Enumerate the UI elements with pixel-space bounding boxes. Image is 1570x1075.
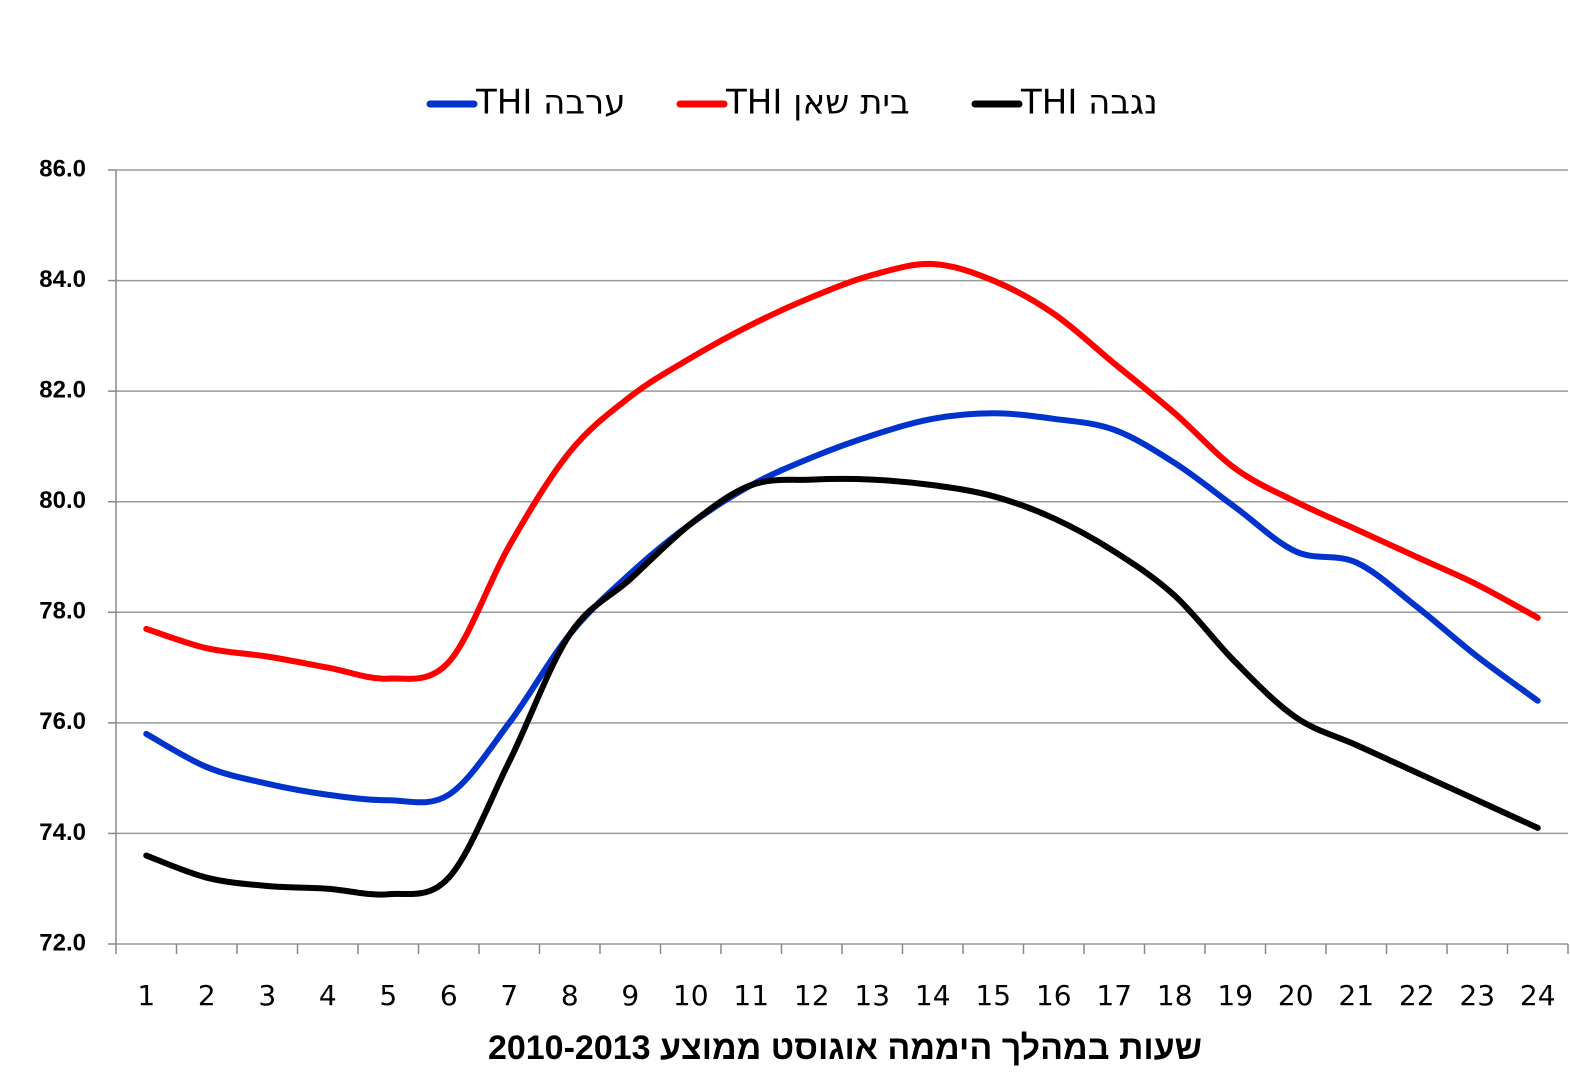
y-tick-label: 74.0 [39, 819, 86, 846]
x-tick-label: 8 [561, 979, 579, 1012]
x-tick-label: 12 [794, 979, 830, 1012]
y-tick-label: 76.0 [39, 708, 86, 735]
x-tick-label: 10 [673, 979, 709, 1012]
x-tick-label: 16 [1036, 979, 1072, 1012]
x-tick-label: 2 [198, 979, 216, 1012]
x-tick-label: 19 [1217, 979, 1253, 1012]
x-tick-label: 15 [975, 979, 1011, 1012]
x-tick-label: 17 [1096, 979, 1132, 1012]
x-tick-label: 3 [258, 979, 276, 1012]
series-line [143, 410, 1541, 806]
x-tick-label: 5 [379, 979, 397, 1012]
x-tick-label: 14 [915, 979, 951, 1012]
x-tick-label: 23 [1459, 979, 1495, 1012]
x-tick-label: 24 [1520, 979, 1556, 1012]
y-tick-label: 84.0 [39, 266, 86, 293]
x-tick-label: 21 [1338, 979, 1374, 1012]
legend-label: נגבה THI [1020, 83, 1158, 123]
x-tick-label: 9 [621, 979, 639, 1012]
y-tick-label: 72.0 [39, 929, 86, 956]
x-tick-label: 18 [1157, 979, 1193, 1012]
x-tick-label: 22 [1399, 979, 1435, 1012]
y-tick-label: 78.0 [39, 598, 86, 625]
x-tick-label: 13 [854, 979, 890, 1012]
x-axis-title: שעות במהלך היממה אוגוסט ממוצע 2010-2013 [488, 1029, 1202, 1067]
y-tick-label: 80.0 [39, 487, 86, 514]
x-tick-label: 1 [137, 979, 155, 1012]
legend-label: ערבה THI [475, 83, 626, 123]
series-line [143, 260, 1541, 682]
x-tick-label: 20 [1278, 979, 1314, 1012]
x-tick-label: 7 [500, 979, 518, 1012]
x-tick-label: 4 [319, 979, 337, 1012]
x-tick-label: 11 [733, 979, 769, 1012]
x-tick-label: 6 [440, 979, 458, 1012]
y-tick-label: 86.0 [39, 155, 86, 182]
series-line [143, 475, 1541, 898]
legend-label: בית שאן THI [725, 83, 910, 123]
y-tick-label: 82.0 [39, 376, 86, 403]
